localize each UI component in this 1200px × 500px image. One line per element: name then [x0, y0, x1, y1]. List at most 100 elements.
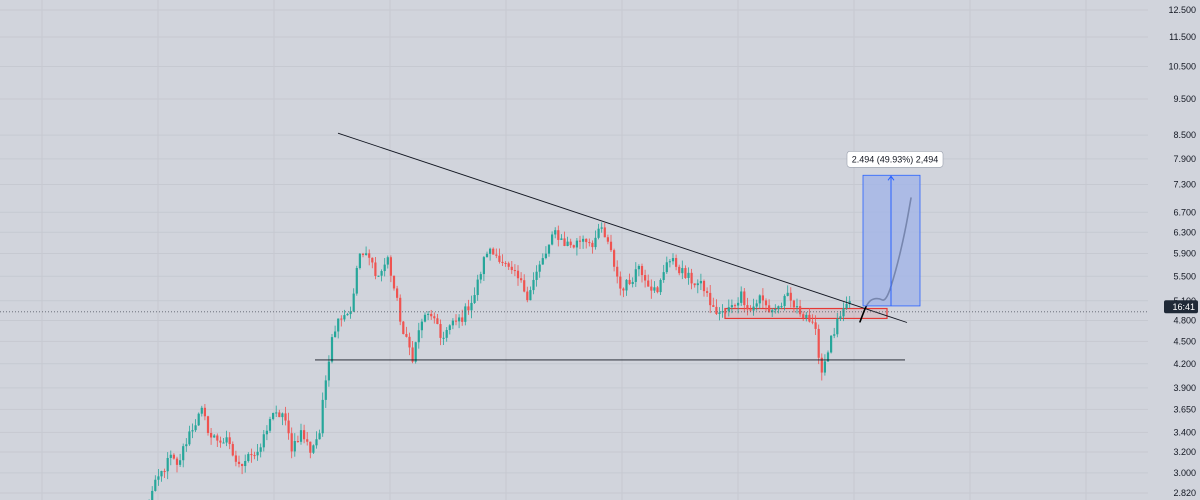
candle: [352, 288, 355, 313]
candle: [582, 235, 585, 249]
candle: [272, 412, 275, 421]
measure-label-box: [846, 150, 944, 168]
candle: [823, 354, 826, 376]
candle: [659, 278, 662, 295]
candle: [513, 264, 516, 277]
candle: [616, 260, 619, 284]
candle: [265, 425, 268, 441]
candle: [662, 264, 665, 283]
candle: [817, 324, 820, 365]
candle: [160, 470, 163, 482]
candle: [789, 287, 792, 308]
candle: [222, 437, 225, 444]
candle: [250, 448, 253, 463]
candle: [169, 450, 172, 466]
candle: [628, 273, 631, 286]
y-tick-label: 4.500: [1173, 336, 1196, 346]
candle: [433, 312, 436, 324]
candle: [427, 310, 430, 321]
candle: [337, 318, 340, 339]
candle: [213, 433, 216, 438]
candle: [175, 456, 179, 473]
candle: [464, 303, 467, 326]
candle: [684, 265, 687, 279]
candle: [563, 231, 566, 247]
candle: [237, 455, 241, 468]
candle: [200, 405, 203, 417]
candle: [653, 281, 656, 294]
candle: [718, 307, 721, 321]
candle: [278, 409, 281, 418]
candle: [749, 305, 752, 312]
candle: [309, 441, 312, 459]
candle: [299, 423, 303, 445]
candle: [439, 319, 442, 346]
y-tick-label: 5.500: [1173, 271, 1196, 281]
candle: [405, 326, 408, 338]
candle: [681, 260, 684, 280]
y-tick-label: 3.650: [1173, 404, 1196, 414]
candle: [520, 272, 523, 283]
candle: [501, 254, 504, 267]
candle: [482, 256, 485, 281]
price-axis[interactable]: 12.500 11.500 10.500 9.500 8.500 7.900 7.300 6.…: [1164, 5, 1198, 498]
candle: [445, 327, 448, 342]
candle: [253, 451, 256, 460]
candle: [256, 443, 259, 461]
candle: [194, 419, 197, 432]
candle: [619, 271, 622, 296]
candle: [848, 296, 851, 308]
candle: [743, 288, 746, 313]
candle: [746, 297, 749, 316]
y-tick-label: 4.200: [1173, 359, 1196, 369]
candle: [730, 299, 733, 314]
candle: [585, 238, 588, 249]
candle: [247, 452, 250, 463]
candle: [606, 234, 609, 245]
candle: [408, 332, 411, 356]
candle: [650, 279, 653, 299]
candle: [284, 406, 287, 426]
candle: [206, 415, 210, 436]
candle: [495, 248, 498, 259]
candle: [197, 412, 200, 427]
candle: [777, 305, 780, 314]
candle: [696, 279, 699, 294]
candle: [845, 296, 848, 311]
current-price-tag: [1164, 300, 1198, 314]
candle: [489, 247, 492, 261]
candle: [634, 262, 637, 287]
y-tick-label: 7.900: [1173, 154, 1196, 164]
candle: [386, 255, 389, 269]
candle: [538, 260, 541, 278]
candle: [216, 433, 219, 447]
candle: [479, 271, 482, 284]
candle: [420, 318, 423, 339]
candle: [600, 222, 603, 233]
y-tick-label: 11.500: [1169, 32, 1196, 42]
candle: [377, 275, 380, 278]
candle: [786, 285, 789, 297]
candle: [702, 279, 706, 297]
candle: [241, 463, 244, 475]
candle: [588, 238, 591, 247]
resistance-trendline[interactable]: [337, 132, 908, 323]
candle: [699, 273, 702, 291]
candle: [830, 335, 833, 354]
candle: [423, 312, 427, 323]
candle: [541, 253, 544, 265]
candle: [631, 277, 634, 288]
candle: [470, 295, 473, 319]
candle: [526, 286, 529, 303]
candle: [327, 355, 330, 387]
candle: [436, 313, 439, 325]
candle: [783, 294, 786, 311]
candle: [281, 412, 284, 426]
candle: [442, 331, 445, 346]
y-tick-label: 12.500: [1168, 5, 1196, 15]
candle: [544, 246, 547, 260]
candle: [569, 238, 572, 248]
candle: [532, 272, 535, 295]
candle: [516, 265, 520, 286]
